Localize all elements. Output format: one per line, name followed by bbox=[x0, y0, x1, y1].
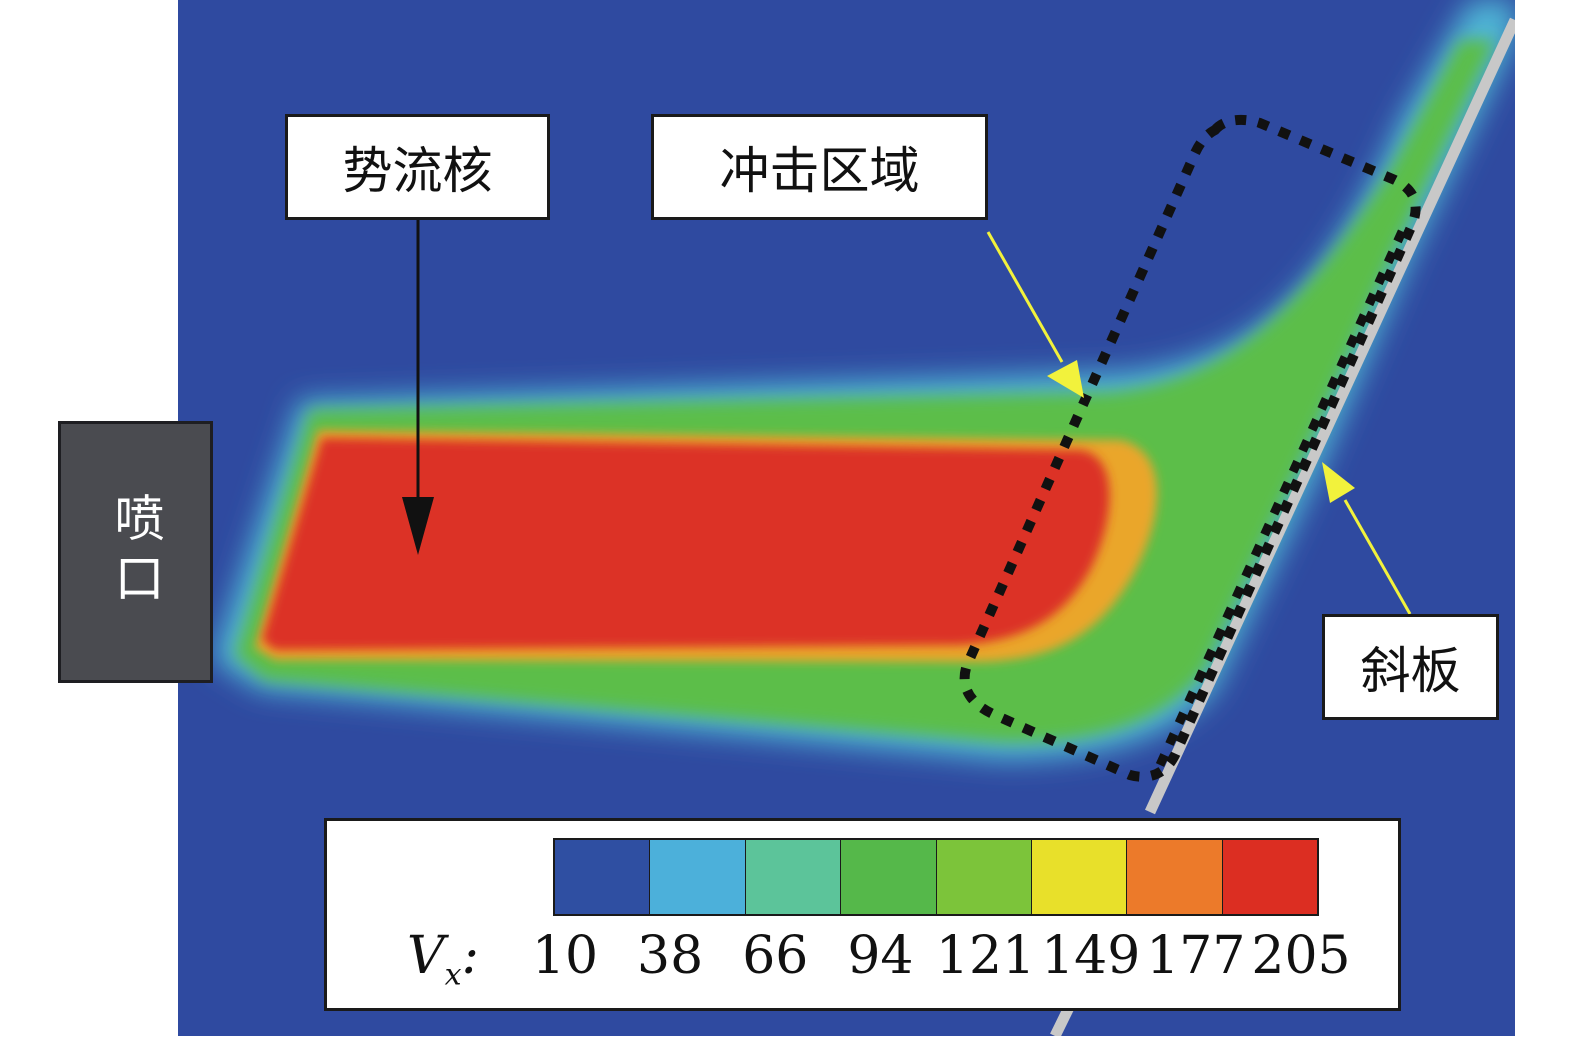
potential-core bbox=[262, 438, 1110, 650]
legend-tick-label: 10 bbox=[531, 926, 599, 986]
legend-tick-label: 66 bbox=[742, 926, 809, 986]
colorbar-segment bbox=[1127, 840, 1223, 914]
colorbar-segment bbox=[650, 840, 746, 914]
nozzle-label: 喷口 bbox=[58, 421, 213, 683]
core-arrow-head bbox=[402, 497, 434, 555]
legend-tick-label: 177 bbox=[1146, 926, 1246, 986]
colorbar-segment bbox=[745, 840, 842, 914]
impact-region-label: 冲击区域 bbox=[651, 114, 988, 220]
plate-dotted-line bbox=[1155, 223, 1410, 767]
impact-region-outline bbox=[959, 114, 1421, 782]
legend-tick-label: 205 bbox=[1251, 926, 1351, 986]
legend-tick-label: 94 bbox=[847, 926, 914, 986]
legend-tick-label: 121 bbox=[935, 926, 1036, 986]
color-legend: Vx: 10 38 66 94 121 149 177 205 bbox=[324, 818, 1401, 1011]
impact-arrow-shaft bbox=[986, 231, 1064, 363]
colorbar-segment bbox=[1222, 840, 1317, 914]
legend-tick-label: 38 bbox=[637, 926, 704, 986]
impact-arrow-head bbox=[1047, 360, 1084, 398]
plate-arrow-shaft bbox=[1343, 499, 1412, 615]
plate-arrow-head bbox=[1322, 462, 1355, 503]
legend-variable-label: Vx: bbox=[407, 926, 480, 993]
colorbar bbox=[553, 838, 1319, 916]
colorbar-segment bbox=[936, 840, 1032, 914]
colorbar-segment bbox=[841, 840, 937, 914]
legend-tick-label: 149 bbox=[1041, 926, 1141, 986]
colorbar-segment bbox=[1031, 840, 1128, 914]
inclined-plate-label: 斜板 bbox=[1322, 614, 1499, 720]
colorbar-segment bbox=[555, 840, 651, 914]
potential-core-label: 势流核 bbox=[285, 114, 550, 220]
